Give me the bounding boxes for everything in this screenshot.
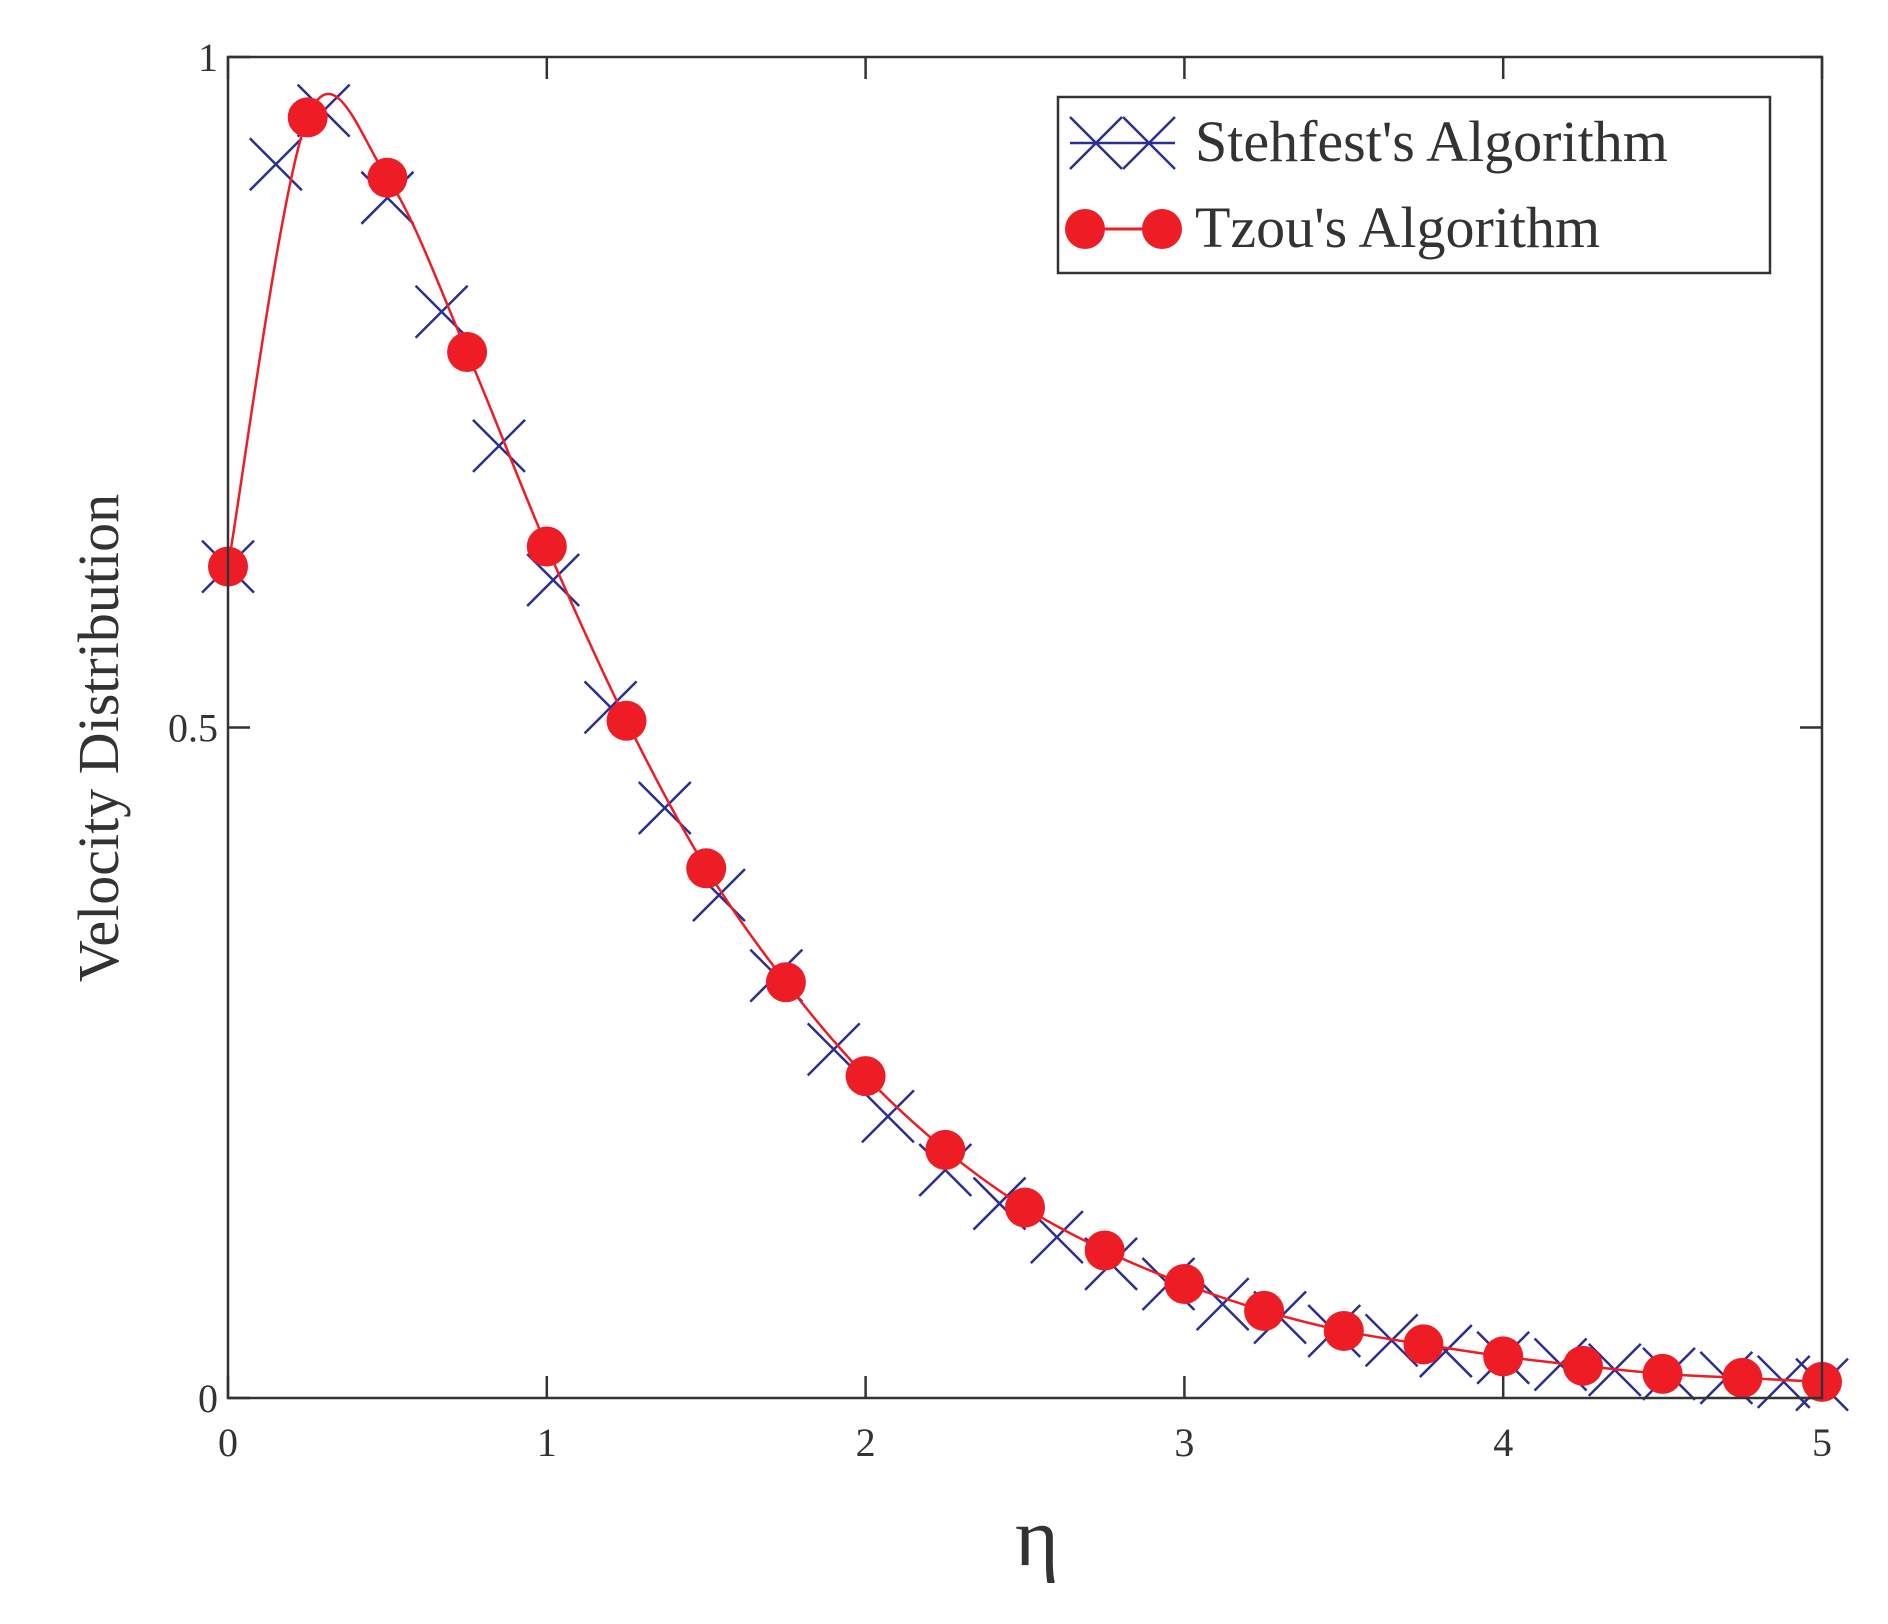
tzou-circle-marker bbox=[367, 157, 408, 198]
tzou-circle-marker bbox=[925, 1129, 966, 1170]
tzou-circle-marker bbox=[765, 962, 806, 1003]
series-tzou bbox=[208, 92, 1842, 1402]
legend-entry-tzou: Tzou's Algorithm bbox=[1065, 195, 1600, 260]
stehfest-x-marker bbox=[472, 419, 526, 473]
legend-entry-stehfest: Stehfest's Algorithm bbox=[1069, 109, 1668, 174]
plot-frame bbox=[226, 55, 1824, 1400]
y-axis-label: Velocity Distribution bbox=[66, 494, 131, 982]
tzou-circle-marker bbox=[1642, 1353, 1683, 1394]
legend-box bbox=[1056, 95, 1772, 275]
tzou-circle-marker bbox=[1323, 1310, 1364, 1351]
y-tick-label: 0 bbox=[198, 1376, 218, 1421]
x-tick-label: 5 bbox=[1812, 1420, 1832, 1465]
tzou-circle-marker bbox=[1403, 1324, 1444, 1365]
stehfest-x-marker bbox=[248, 137, 303, 192]
legend-label-stehfest: Stehfest's Algorithm bbox=[1195, 109, 1668, 174]
x-tick-label: 4 bbox=[1493, 1420, 1513, 1465]
y-tick-label: 0.5 bbox=[168, 706, 218, 751]
tzou-circle-marker bbox=[1244, 1290, 1285, 1331]
tzou-circle-marker bbox=[1483, 1336, 1524, 1377]
tick-labels: 0 1 2 3 4 5 0 0.5 1 bbox=[168, 35, 1832, 1465]
stehfest-x-marker bbox=[861, 1089, 915, 1144]
series-layer bbox=[201, 83, 1849, 1412]
tzou-circle-marker bbox=[1164, 1264, 1205, 1305]
tzou-circle-marker bbox=[606, 700, 647, 741]
x-tick-label: 3 bbox=[1174, 1420, 1194, 1465]
tzou-circle-marker bbox=[447, 332, 488, 373]
x-axis-label: η bbox=[1015, 1491, 1059, 1584]
tzou-circle-marker bbox=[526, 526, 567, 567]
tzou-circle-marker bbox=[1005, 1187, 1045, 1228]
y-tick-label: 1 bbox=[198, 35, 218, 80]
legend-circle-marker-icon bbox=[1065, 209, 1105, 249]
x-tick-label: 0 bbox=[218, 1420, 238, 1465]
x-tick-label: 1 bbox=[537, 1420, 557, 1465]
legend-x-marker-icon bbox=[1069, 116, 1176, 170]
legend-circle-marker-icon bbox=[1142, 209, 1182, 249]
tzou-circle-marker bbox=[1084, 1230, 1125, 1271]
tzou-circle-marker bbox=[845, 1056, 886, 1097]
tzou-circle-marker bbox=[1562, 1345, 1603, 1386]
x-tick-label: 2 bbox=[856, 1420, 876, 1465]
legend-label-tzou: Tzou's Algorithm bbox=[1195, 195, 1600, 260]
tzou-circle-marker bbox=[1722, 1357, 1763, 1398]
stehfest-x-marker bbox=[414, 284, 469, 339]
tzou-circle-marker bbox=[287, 97, 328, 138]
legend: Stehfest's Algorithm Tzou's Algorithm bbox=[1056, 95, 1772, 275]
stehfest-x-marker bbox=[1195, 1277, 1250, 1332]
tzou-circle-marker bbox=[686, 848, 727, 889]
